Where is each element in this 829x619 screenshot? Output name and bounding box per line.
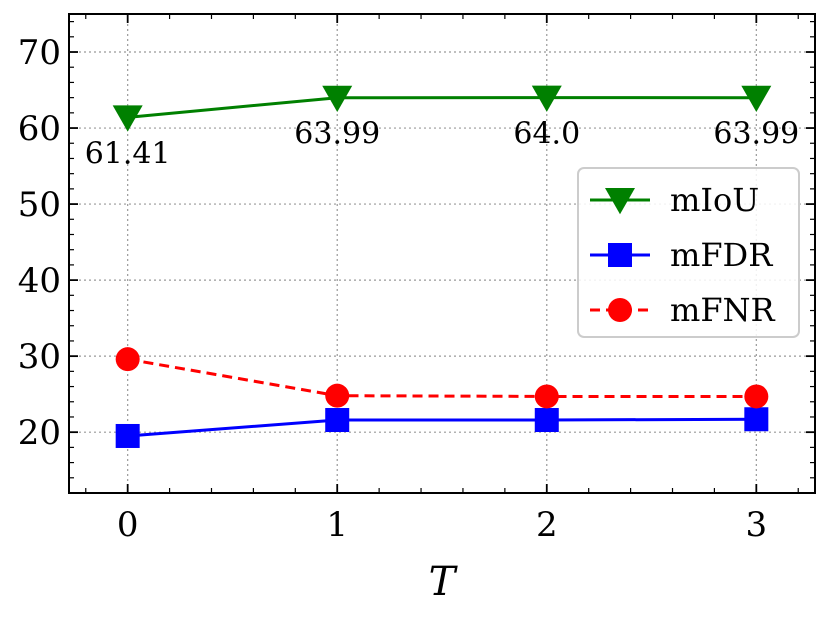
data-point-mIoU — [112, 105, 143, 132]
data-point-mIoU — [531, 85, 562, 112]
y-tick-label: 20 — [18, 413, 61, 453]
legend-label: mIoU — [670, 181, 759, 219]
plot-frame — [68, 13, 816, 494]
data-point-mFDR — [325, 408, 350, 433]
y-tick-label: 30 — [18, 337, 61, 377]
legend-marker — [608, 298, 632, 322]
series-line-mIoU — [127, 96, 757, 119]
x-tick-label: 2 — [536, 505, 558, 545]
data-point-mIoU — [741, 85, 772, 112]
legend: mIoU mFDR mFNR — [577, 167, 800, 338]
legend-marker — [608, 243, 632, 267]
series-layer — [112, 85, 772, 448]
legend-entry-mIoU: mIoU — [590, 181, 759, 219]
data-point-mFDR — [534, 408, 559, 433]
legend-box — [577, 167, 800, 338]
x-tick-label: 1 — [326, 505, 348, 545]
legend-marker — [605, 188, 635, 215]
legend-label: mFNR — [670, 291, 776, 329]
data-point-mFDR — [744, 407, 769, 432]
y-tick-label: 50 — [18, 185, 61, 225]
legend-entry-mFNR: mFNR — [590, 291, 776, 329]
data-label-mIoU: 63.99 — [294, 117, 380, 152]
data-point-mFNR — [534, 384, 559, 409]
y-tick-label: 40 — [18, 261, 61, 301]
data-label-mIoU: 64.0 — [513, 117, 580, 152]
data-point-mFNR — [115, 347, 140, 372]
data-point-mFNR — [325, 383, 350, 408]
axis-ticks: 20 30 40 50 60 70 0 1 2 3 — [18, 14, 815, 545]
legend-label: mFDR — [670, 236, 773, 274]
data-point-mFDR — [115, 423, 140, 448]
series-line-mFDR — [127, 417, 757, 438]
x-tick-label: 0 — [117, 505, 139, 545]
x-tick-label: 3 — [746, 505, 768, 545]
data-labels: 61.41 63.99 64.0 63.99 — [85, 117, 800, 172]
legend-entry-mFDR: mFDR — [590, 236, 773, 274]
series-line-mFNR — [127, 357, 757, 398]
y-tick-label: 60 — [18, 109, 61, 149]
data-label-mIoU: 63.99 — [713, 117, 799, 152]
x-axis-label: T — [429, 559, 459, 605]
data-point-mIoU — [322, 85, 353, 112]
y-tick-label: 70 — [18, 33, 61, 73]
data-label-mIoU: 61.41 — [85, 136, 171, 171]
data-point-mFNR — [744, 384, 769, 409]
